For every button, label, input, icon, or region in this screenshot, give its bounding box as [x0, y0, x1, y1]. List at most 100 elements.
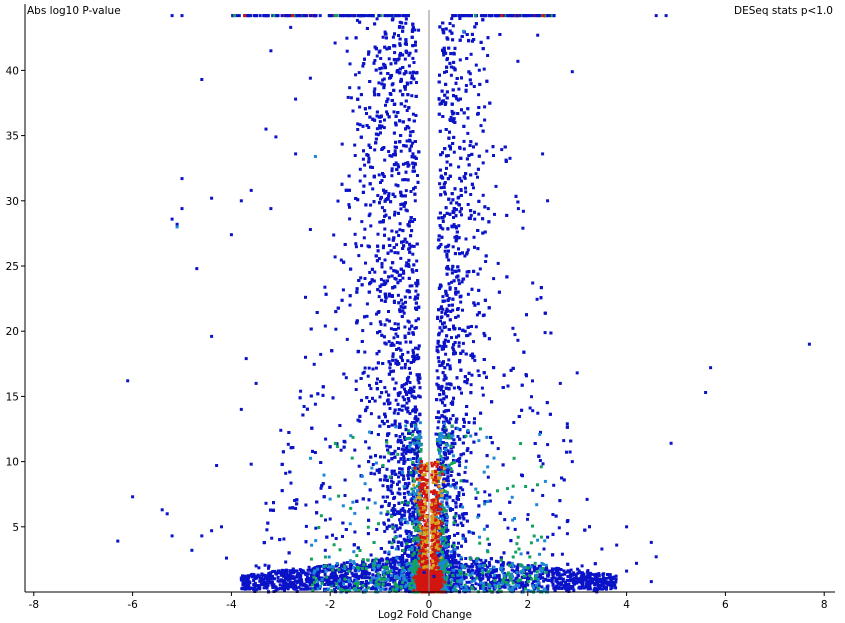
- density-point: [407, 477, 410, 481]
- density-point: [393, 149, 397, 153]
- density-point: [376, 288, 380, 292]
- density-point: [456, 265, 460, 269]
- density-point: [449, 52, 453, 56]
- density-point: [404, 390, 407, 394]
- density-point: [366, 581, 370, 585]
- density-point: [472, 235, 476, 239]
- density-point: [367, 157, 371, 161]
- density-point: [382, 188, 385, 192]
- density-point: [382, 422, 386, 426]
- density-point: [384, 295, 387, 299]
- density-point: [445, 478, 449, 482]
- density-point: [380, 82, 384, 86]
- density-point: [379, 71, 383, 75]
- density-point: [442, 342, 446, 346]
- density-point: [407, 375, 411, 379]
- density-point: [362, 62, 366, 65]
- density-point: [443, 190, 447, 194]
- density-point: [375, 54, 379, 58]
- density-point: [375, 468, 379, 472]
- density-point: [411, 22, 415, 26]
- density-point: [458, 252, 462, 256]
- density-point: [389, 562, 393, 566]
- density-point: [386, 97, 390, 101]
- density-point: [469, 213, 473, 217]
- density-point: [492, 154, 495, 157]
- density-point: [380, 206, 384, 210]
- density-point: [406, 93, 410, 97]
- density-point: [392, 336, 396, 340]
- density-point: [443, 366, 447, 370]
- density-point: [382, 126, 386, 130]
- density-point: [474, 22, 478, 26]
- density-point: [404, 300, 407, 304]
- density-point: [446, 57, 449, 61]
- density-point: [406, 350, 410, 354]
- density-point: [406, 553, 410, 557]
- density-point: [331, 396, 335, 400]
- density-point: [409, 130, 413, 134]
- density-point: [414, 289, 418, 293]
- density-point: [368, 282, 372, 286]
- density-point: [381, 362, 385, 365]
- density-point: [452, 565, 456, 569]
- density-point: [383, 66, 387, 70]
- density-point: [362, 184, 366, 188]
- density-point: [340, 298, 344, 302]
- density-point: [412, 395, 416, 399]
- density-point: [404, 189, 408, 193]
- density-point: [462, 435, 466, 439]
- density-point: [391, 538, 395, 542]
- density-point: [464, 186, 467, 190]
- density-point: [397, 171, 401, 175]
- density-point: [440, 315, 444, 319]
- density-point: [449, 115, 453, 119]
- density-point: [405, 289, 409, 293]
- density-point: [442, 390, 445, 393]
- density-point: [443, 70, 446, 74]
- density-point: [543, 311, 547, 315]
- density-point: [413, 199, 417, 203]
- density-point: [565, 450, 568, 454]
- density-point: [512, 421, 516, 424]
- density-point: [393, 51, 397, 55]
- density-point: [494, 184, 498, 188]
- density-point: [334, 310, 338, 314]
- density-point: [391, 377, 395, 381]
- density-point: [452, 52, 456, 56]
- density-point: [436, 384, 440, 388]
- density-point: [304, 524, 308, 528]
- density-point: [393, 530, 397, 534]
- density-point: [451, 430, 455, 434]
- density-point: [444, 463, 448, 467]
- density-point: [458, 17, 462, 20]
- density-point: [394, 61, 398, 65]
- density-point: [394, 114, 398, 118]
- density-point: [454, 420, 458, 424]
- density-point: [450, 192, 454, 196]
- density-point: [480, 386, 484, 390]
- density-point: [411, 169, 415, 173]
- density-point: [405, 401, 409, 405]
- density-point: [325, 535, 329, 539]
- density-point: [449, 147, 452, 151]
- density-point: [394, 121, 398, 125]
- density-point: [447, 468, 451, 472]
- density-point: [401, 162, 405, 166]
- density-point: [387, 194, 391, 198]
- density-point: [379, 380, 383, 383]
- density-point: [442, 49, 446, 53]
- density-point: [380, 66, 384, 70]
- density-point: [403, 57, 407, 61]
- density-point: [452, 94, 455, 98]
- density-point: [396, 184, 400, 188]
- density-point: [403, 482, 407, 486]
- density-point: [393, 422, 397, 426]
- density-point: [501, 386, 505, 389]
- density-point: [403, 435, 406, 439]
- density-point: [468, 72, 472, 76]
- density-point: [385, 444, 389, 448]
- density-point: [445, 535, 449, 539]
- density-point: [395, 230, 399, 234]
- density-point: [408, 512, 412, 516]
